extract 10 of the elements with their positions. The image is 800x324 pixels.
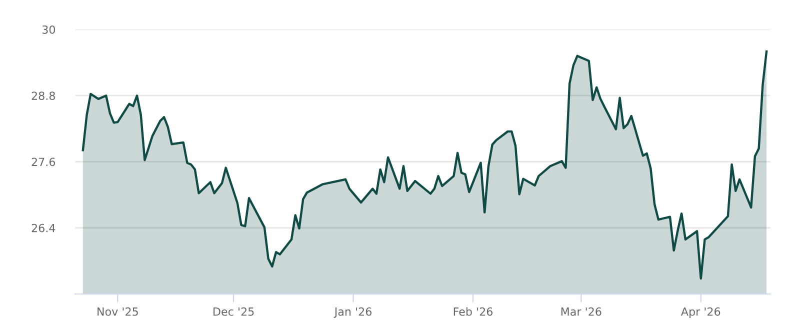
- x-tick-label: Feb '26: [454, 307, 493, 316]
- x-tick-label: Jan '26: [334, 307, 372, 318]
- x-tick-label: Apr '26: [680, 307, 720, 318]
- x-tick-label: Nov '25: [98, 307, 138, 316]
- y-tick-label: 26.4: [32, 224, 56, 232]
- x-tick-label: Dec '25: [214, 307, 254, 316]
- x-tick-label: Mar '26: [561, 307, 602, 316]
- y-tick-label: 28.8: [32, 92, 55, 100]
- y-tick-label: 27.6: [32, 158, 56, 166]
- y-tick-label: 30: [42, 25, 56, 34]
